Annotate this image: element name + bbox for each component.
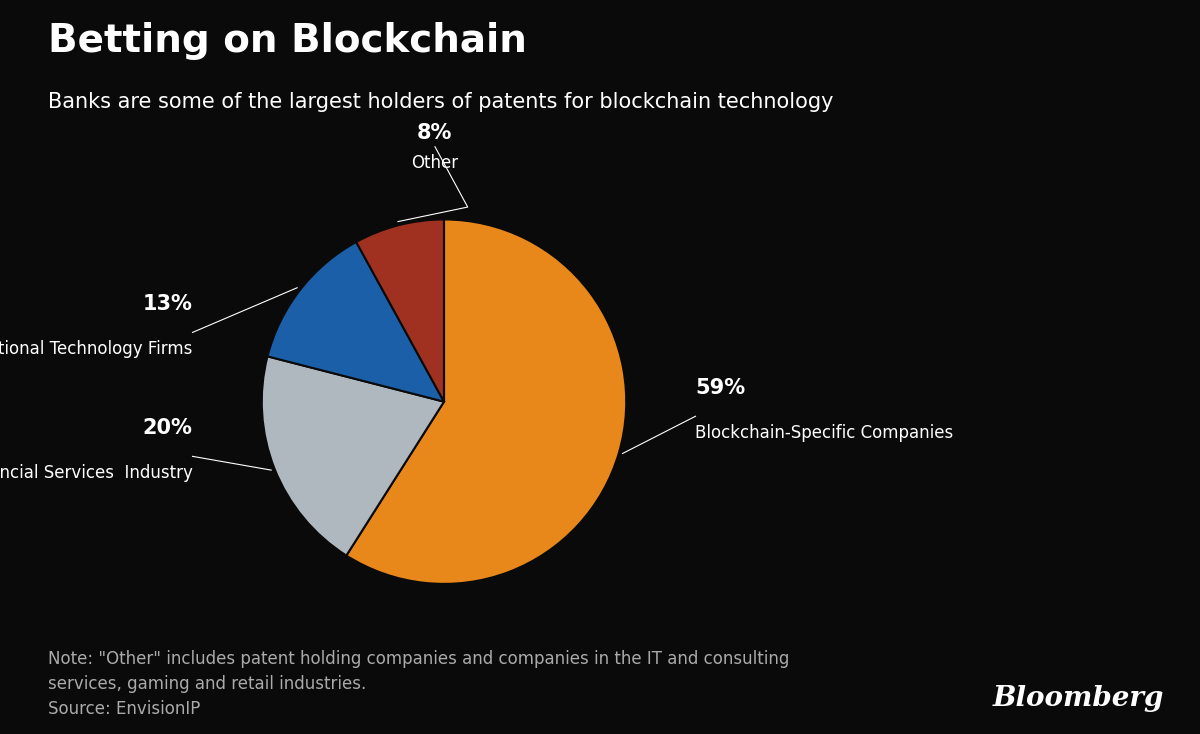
- Text: 20%: 20%: [143, 418, 192, 438]
- Text: Traditional Technology Firms: Traditional Technology Firms: [0, 340, 192, 357]
- Text: 8%: 8%: [418, 123, 452, 143]
- Text: Blockchain-Specific Companies: Blockchain-Specific Companies: [696, 424, 954, 442]
- Text: Financial Services  Industry: Financial Services Industry: [0, 464, 192, 482]
- Text: Bloomberg: Bloomberg: [992, 685, 1164, 712]
- Text: 13%: 13%: [143, 294, 192, 314]
- Wedge shape: [347, 219, 626, 584]
- Text: Betting on Blockchain: Betting on Blockchain: [48, 22, 527, 60]
- Text: 59%: 59%: [696, 378, 745, 398]
- Wedge shape: [262, 356, 444, 556]
- Text: Banks are some of the largest holders of patents for blockchain technology: Banks are some of the largest holders of…: [48, 92, 834, 112]
- Wedge shape: [268, 242, 444, 401]
- Text: Note: "Other" includes patent holding companies and companies in the IT and cons: Note: "Other" includes patent holding co…: [48, 650, 790, 718]
- Text: Other: Other: [412, 154, 458, 172]
- Wedge shape: [356, 219, 444, 401]
